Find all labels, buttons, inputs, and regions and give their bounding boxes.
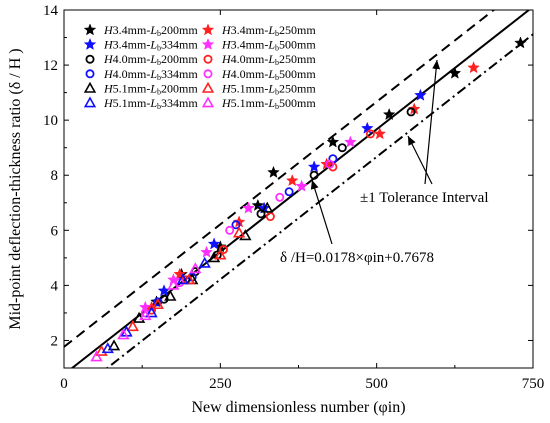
data-point	[107, 339, 121, 351]
data-point	[232, 226, 246, 238]
x-tick-label: 250	[209, 376, 232, 392]
legend-marker	[83, 96, 97, 108]
data-point	[200, 245, 213, 258]
legend-label: H3.4mm-Lb250mm	[221, 23, 316, 38]
data-point	[167, 278, 180, 290]
data-point	[176, 273, 189, 285]
y-tick-label: 8	[51, 168, 59, 184]
legend: H3.4mm-Lb200mm H3.4mm-Lb250mm H3.4mm-Lb334…	[83, 23, 316, 111]
legend-label: H4.0mm-Lb200mm	[103, 52, 198, 67]
legend-label: H5.1mm-Lb250mm	[221, 81, 316, 96]
data-point	[344, 135, 357, 148]
x-tick-label: 0	[60, 376, 68, 392]
data-point	[126, 320, 139, 332]
x-axis-title: New dimensionless number (φin)	[191, 399, 405, 416]
data-point	[164, 289, 177, 301]
data-point	[267, 165, 280, 178]
data-point	[285, 174, 299, 187]
data-point	[309, 170, 319, 180]
data-point	[117, 328, 130, 340]
legend-marker	[201, 37, 215, 51]
data-point	[414, 88, 427, 101]
legend-label: H3.4mm-Lb334mm	[103, 38, 198, 53]
y-tick-label: 12	[43, 58, 58, 74]
data-point	[189, 262, 202, 274]
legend-marker	[85, 54, 95, 64]
legend-label: H3.4mm-Lb500mm	[221, 38, 316, 53]
y-tick-label: 6	[51, 223, 59, 239]
upper-tolerance-line	[64, 10, 496, 348]
legend-marker	[201, 96, 215, 108]
tolerance-interval-label: ±1 Tolerance Interval	[360, 190, 489, 206]
legend-label: H4.0mm-Lb334mm	[103, 67, 198, 82]
y-axis-title: Mid-point deflection-thickness ratio (δ …	[7, 48, 24, 329]
equation-arrow	[310, 179, 333, 245]
data-point	[182, 273, 196, 285]
legend-marker	[201, 23, 215, 36]
x-tick-label: 750	[522, 376, 545, 392]
data-point	[198, 256, 211, 268]
data-point	[337, 143, 347, 153]
data-point	[251, 198, 265, 211]
y-tick-label: 2	[51, 333, 59, 349]
axis-ticks: 0 250 500 750 2 4 6 8 10 12 14	[43, 3, 544, 392]
x-tick-label: 500	[365, 376, 388, 392]
data-point	[365, 129, 375, 139]
data-point	[231, 220, 241, 230]
data-points	[90, 36, 527, 362]
data-point	[265, 212, 275, 222]
data-point	[284, 187, 294, 197]
data-point	[214, 248, 227, 260]
data-point	[467, 61, 480, 74]
fit-equation-label: δ /H=0.0178×φin+0.7678	[280, 250, 434, 266]
tolerance-arrow-lower	[407, 135, 433, 185]
data-point	[373, 127, 387, 140]
legend-marker	[203, 69, 213, 79]
y-tick-label: 10	[43, 113, 58, 129]
legend-marker	[83, 23, 97, 36]
data-point	[173, 267, 187, 280]
data-point	[256, 209, 266, 219]
data-point	[207, 237, 221, 250]
data-point	[151, 298, 164, 310]
data-point	[295, 179, 308, 192]
tolerance-arrow-upper	[424, 59, 441, 185]
legend-label: H3.4mm-Lb200mm	[103, 23, 198, 38]
annotations: ±1 Tolerance Interval δ /H=0.0178×φin+0.…	[280, 59, 489, 266]
legend-marker	[203, 54, 213, 64]
data-point	[325, 159, 335, 169]
data-point	[326, 135, 340, 148]
data-point	[145, 306, 158, 318]
data-point	[101, 342, 114, 354]
data-point	[514, 36, 527, 49]
legend-marker	[201, 81, 215, 93]
data-point	[406, 107, 416, 117]
data-point	[307, 160, 321, 173]
legend-marker	[85, 69, 95, 79]
data-point	[225, 225, 235, 235]
legend-label: H4.0mm-Lb500mm	[221, 67, 316, 82]
legend-label: H5.1mm-Lb200mm	[103, 81, 198, 96]
legend-label: H5.1mm-Lb334mm	[103, 96, 198, 111]
legend-marker	[83, 37, 97, 51]
data-point	[139, 309, 152, 321]
data-point	[382, 107, 396, 121]
data-point	[261, 201, 274, 213]
data-point	[90, 350, 103, 362]
data-point	[242, 201, 255, 214]
legend-label: H4.0mm-Lb250mm	[221, 52, 316, 67]
data-point	[448, 66, 462, 79]
legend-marker	[83, 81, 97, 93]
y-tick-label: 14	[43, 3, 59, 19]
y-tick-label: 4	[51, 278, 59, 294]
legend-label: H5.1mm-Lb500mm	[221, 96, 316, 111]
data-point	[275, 192, 285, 202]
